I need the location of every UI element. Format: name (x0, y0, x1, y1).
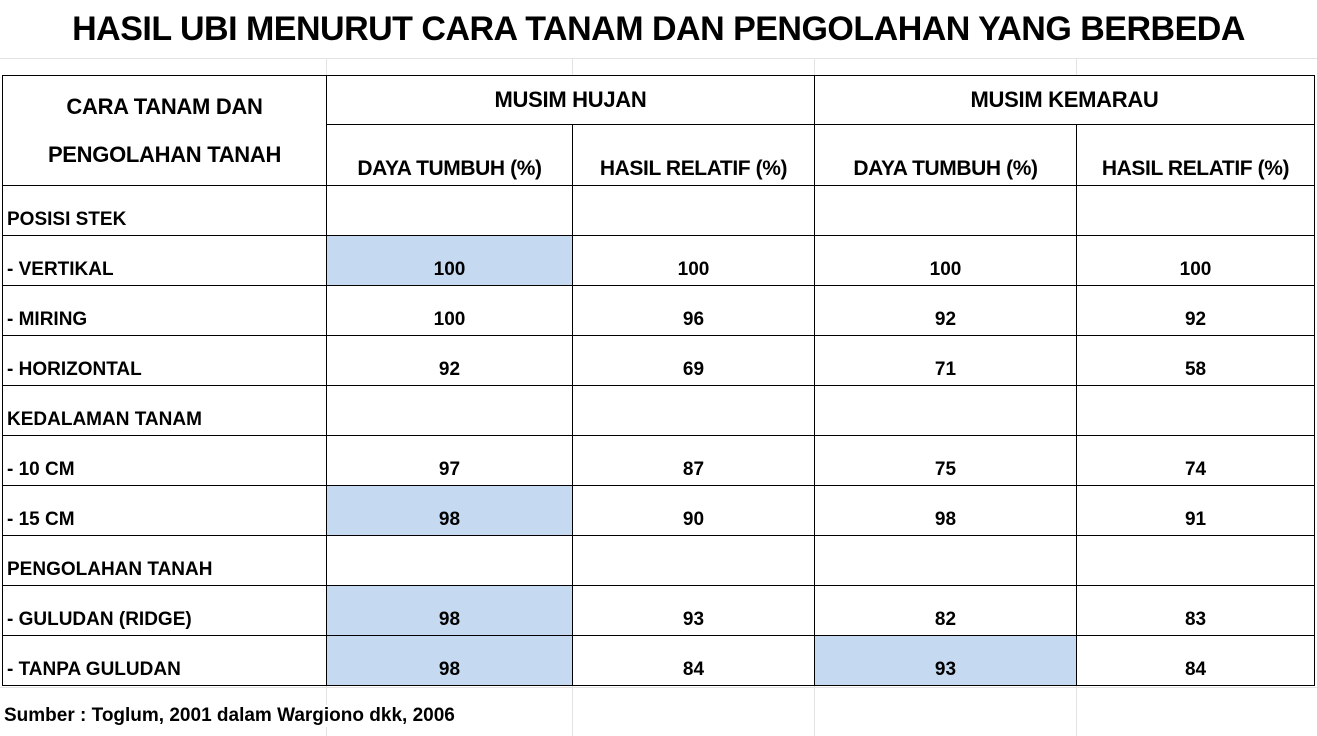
row-label: PENGOLAHAN TANAH (2, 535, 327, 586)
row-label: - VERTIKAL (2, 235, 327, 286)
table-cell-highlighted: 93 (814, 635, 1077, 686)
table-row: PENGOLAHAN TANAH (2, 535, 1316, 586)
table-row: - 15 CM 98 90 98 91 (2, 485, 1316, 536)
row-label: KEDALAMAN TANAM (2, 385, 327, 436)
page-title: HASIL UBI MENURUT CARA TANAM DAN PENGOLA… (0, 0, 1317, 58)
table-cell (572, 185, 815, 236)
row-label: - MIRING (2, 285, 327, 336)
table-row: - GULUDAN (RIDGE) 98 93 82 83 (2, 585, 1316, 636)
table-cell-highlighted: 98 (326, 485, 573, 536)
table-row: - VERTIKAL 100 100 100 100 (2, 235, 1316, 286)
header-line2: PENGOLAHAN TANAH (47, 141, 282, 167)
header-musim-hujan: MUSIM HUJAN (326, 75, 815, 125)
header-daya-tumbuh-kemarau: DAYA TUMBUH (%) (814, 124, 1077, 186)
table-cell (326, 185, 573, 236)
table-row: - TANPA GULUDAN 98 84 93 84 (2, 635, 1316, 686)
data-table: CARA TANAM DAN PENGOLAHAN TANAH MUSIM HU… (2, 75, 1316, 686)
row-label: - 10 CM (2, 435, 327, 486)
table-cell: 92 (814, 285, 1077, 336)
table-cell: 92 (326, 335, 573, 386)
table-cell-highlighted: 98 (326, 635, 573, 686)
table-cell: 92 (1075, 285, 1316, 336)
table-cell: 91 (1075, 485, 1316, 536)
row-label: - GULUDAN (RIDGE) (2, 585, 327, 636)
table-cell: 100 (326, 285, 573, 336)
table-cell-highlighted: 98 (326, 585, 573, 636)
table-cell (572, 385, 815, 436)
table-cell (814, 385, 1077, 436)
table-cell: 97 (326, 435, 573, 486)
table-cell: 87 (572, 435, 815, 486)
table-cell: 75 (814, 435, 1077, 486)
table-cell: 58 (1075, 335, 1316, 386)
table-row: KEDALAMAN TANAM (2, 385, 1316, 436)
table-cell (1075, 535, 1316, 586)
row-label: POSISI STEK (2, 185, 327, 236)
header-cara-tanam: CARA TANAM DAN PENGOLAHAN TANAH (2, 75, 327, 186)
table-cell: 90 (572, 485, 815, 536)
header-musim-kemarau: MUSIM KEMARAU (813, 75, 1316, 125)
table-cell (814, 535, 1077, 586)
header-line1: CARA TANAM DAN (66, 93, 263, 119)
table-cell: 74 (1075, 435, 1316, 486)
table-cell: 96 (572, 285, 815, 336)
table-cell: 100 (814, 235, 1077, 286)
table-cell: 83 (1075, 585, 1316, 636)
row-label: - 15 CM (2, 485, 327, 536)
table-cell (1075, 185, 1316, 236)
table-cell: 69 (572, 335, 815, 386)
table-cell: 84 (1075, 635, 1316, 686)
table-cell: 84 (572, 635, 815, 686)
table-cell: 100 (1075, 235, 1316, 286)
source-note: Sumber : Toglum, 2001 dalam Wargiono dkk… (4, 705, 455, 727)
header-hasil-relatif-kemarau: HASIL RELATIF (%) (1075, 124, 1316, 186)
table-row: POSISI STEK (2, 185, 1316, 236)
table-cell: 71 (814, 335, 1077, 386)
header-daya-tumbuh-hujan: DAYA TUMBUH (%) (326, 124, 573, 186)
table-row: - 10 CM 97 87 75 74 (2, 435, 1316, 486)
table-cell (326, 535, 573, 586)
row-label: - TANPA GULUDAN (2, 635, 327, 686)
table-cell (326, 385, 573, 436)
table-cell: 82 (814, 585, 1077, 636)
table-cell-highlighted: 100 (326, 235, 573, 286)
header-hasil-relatif-hujan: HASIL RELATIF (%) (572, 124, 815, 186)
table-cell (814, 185, 1077, 236)
table-cell (1075, 385, 1316, 436)
table-cell: 98 (814, 485, 1077, 536)
table-row: - HORIZONTAL 92 69 71 58 (2, 335, 1316, 386)
row-label: - HORIZONTAL (2, 335, 327, 386)
table-cell (572, 535, 815, 586)
table-row: - MIRING 100 96 92 92 (2, 285, 1316, 336)
table-cell: 100 (572, 235, 815, 286)
table-cell: 93 (572, 585, 815, 636)
